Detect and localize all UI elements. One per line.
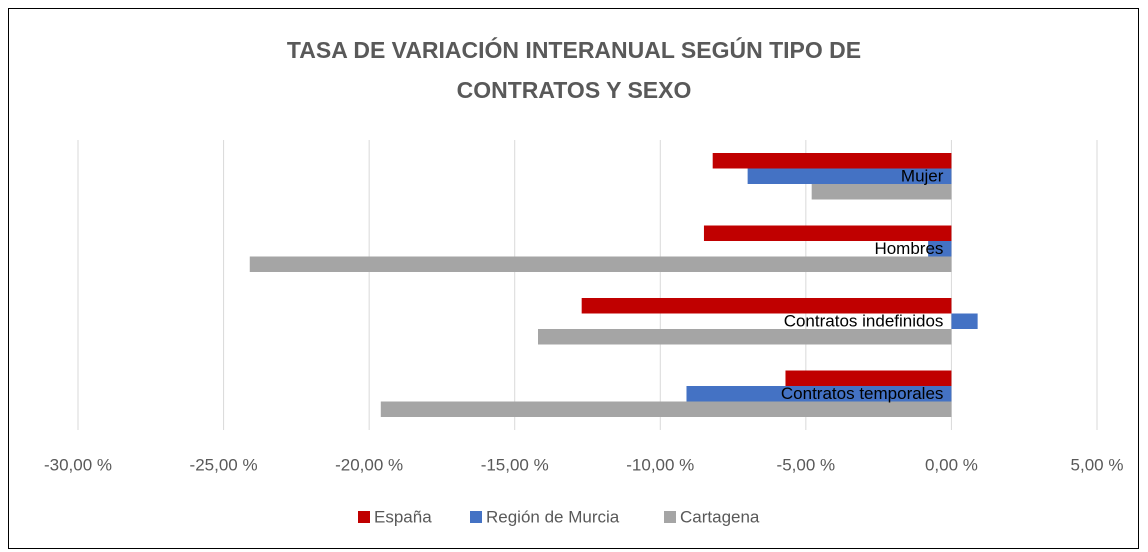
- legend-swatch: [470, 511, 482, 523]
- bar: [712, 153, 952, 169]
- chart-title: TASA DE VARIACIÓN INTERANUAL SEGÚN TIPO …: [286, 37, 862, 103]
- x-tick-label: -20,00 %: [335, 455, 403, 474]
- category-label: Mujer: [901, 167, 944, 186]
- bar: [785, 370, 952, 386]
- x-tick-label: -5,00 %: [777, 455, 836, 474]
- bar: [249, 256, 952, 272]
- bar: [380, 401, 952, 417]
- chart-border: [8, 8, 1139, 549]
- bar: [703, 225, 952, 241]
- category-label: Contratos temporales: [781, 384, 944, 403]
- legend-label: Cartagena: [680, 507, 760, 526]
- x-tick-label: -10,00 %: [626, 455, 694, 474]
- bar: [747, 168, 952, 184]
- legend-label: España: [374, 507, 432, 526]
- x-tick-label: 5,00 %: [1071, 455, 1124, 474]
- bar: [928, 241, 952, 257]
- bar: [686, 386, 952, 402]
- bar: [581, 298, 952, 314]
- legend-label: Región de Murcia: [486, 507, 620, 526]
- x-tick-label: -15,00 %: [481, 455, 549, 474]
- legend-swatch: [664, 511, 676, 523]
- x-tick-label: 0,00 %: [925, 455, 978, 474]
- bar: [951, 313, 978, 329]
- category-label: Contratos indefinidos: [784, 312, 944, 331]
- legend-swatch: [358, 511, 370, 523]
- x-tick-label: -30,00 %: [44, 455, 112, 474]
- bar: [811, 184, 952, 200]
- bar: [538, 329, 952, 345]
- category-label: Hombres: [874, 239, 943, 258]
- x-tick-label: -25,00 %: [190, 455, 258, 474]
